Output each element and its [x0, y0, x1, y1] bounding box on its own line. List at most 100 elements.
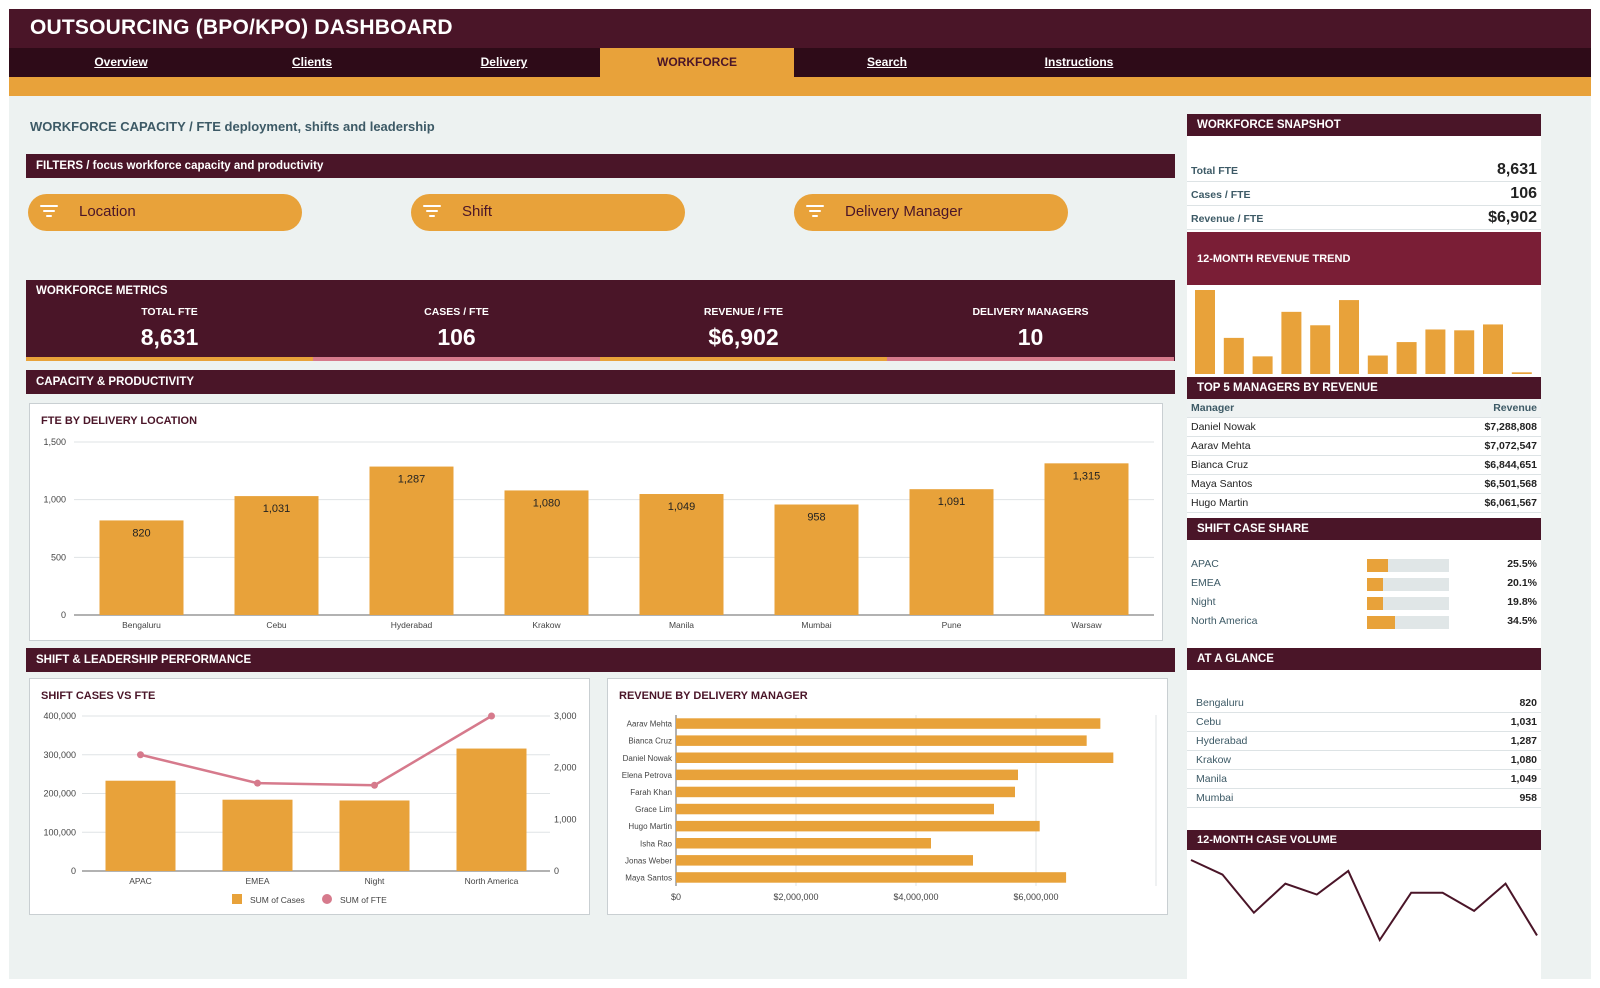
line-point	[371, 781, 378, 789]
y-tick-label: 500	[51, 552, 66, 562]
metric-total-fte: TOTAL FTE 8,631	[26, 280, 313, 361]
y-tick-label: 1,000	[43, 495, 66, 505]
series-line	[140, 714, 493, 787]
revenue-manager-chart: $0 $2,000,000 $4,000,000 $6,000,000 Aarav Me…	[622, 715, 1157, 902]
data-label: 1,091	[938, 496, 966, 508]
fte-location-chart: 1,500 1,000 500 0 820 Bengaluru 1,031 Cebu 1,287…	[43, 437, 1154, 630]
line-point	[488, 712, 495, 720]
bar	[676, 872, 1067, 883]
title-bar: OUTSOURCING (BPO/KPO) DASHBOARD	[9, 9, 1591, 48]
bar	[676, 718, 1101, 729]
y-tick-label: 0	[61, 610, 66, 620]
tab-search[interactable]: Search	[866, 55, 908, 69]
app-title: OUTSOURCING (BPO/KPO) DASHBOARD	[30, 16, 453, 39]
manager-name: Daniel Nowak	[1191, 421, 1256, 433]
metric-accent-bar	[600, 357, 887, 361]
shift-share-value: 25.5%	[1507, 558, 1537, 570]
shift-share-value: 20.1%	[1507, 577, 1537, 589]
glance-row: Krakow 1,080	[1187, 751, 1541, 770]
filter-icon	[423, 205, 441, 219]
metric-accent-bar	[313, 357, 600, 361]
share-bar-fill	[1367, 578, 1384, 591]
y-tick-label: Maya Santos	[625, 873, 672, 882]
tab-workforce[interactable]: WORKFORCE	[600, 48, 794, 77]
filter-shift[interactable]: Shift	[411, 194, 685, 231]
bar	[456, 748, 527, 871]
legend-swatch	[322, 894, 332, 904]
x-tick-label: Manila	[669, 620, 694, 630]
bar	[1339, 300, 1359, 374]
tab-clients[interactable]: Clients	[291, 55, 332, 69]
nav-accent-strip	[9, 77, 1591, 96]
tab-overview[interactable]: Overview	[94, 55, 148, 69]
metric-label: REVENUE / FTE	[703, 306, 784, 318]
x-tick-label: Mumbai	[801, 620, 831, 630]
snapshot-label: Revenue / FTE	[1191, 213, 1264, 225]
shift-cases-card: SHIFT CASES VS FTE 400,000 300,000 200,000…	[29, 678, 590, 915]
snapshot-row-revenue: Revenue / FTE $6,902	[1187, 206, 1541, 230]
filter-location[interactable]: Location	[28, 194, 302, 231]
bar	[234, 496, 319, 615]
metric-value: 106	[437, 324, 476, 350]
glance-row: Hyderabad 1,287	[1187, 732, 1541, 751]
filter-icon	[806, 205, 824, 219]
y-tick-label: Daniel Nowak	[623, 754, 673, 763]
data-label: 1,080	[533, 497, 561, 509]
bar	[676, 855, 973, 866]
bar	[1223, 337, 1244, 374]
share-bar-fill	[1367, 597, 1384, 610]
top-managers-header: TOP 5 MANAGERS BY REVENUE	[1187, 377, 1541, 399]
manager-name: Maya Santos	[1191, 478, 1253, 490]
snapshot-header: WORKFORCE SNAPSHOT	[1187, 114, 1541, 136]
bar	[504, 490, 589, 615]
data-label: 1,049	[668, 501, 696, 513]
bar	[1396, 342, 1417, 374]
snapshot-label: Total FTE	[1191, 165, 1239, 177]
bar	[676, 820, 1040, 832]
legend-swatch	[232, 894, 242, 904]
top-managers-column-headers: Manager Revenue	[1187, 399, 1541, 418]
glance-value: 958	[1519, 792, 1537, 804]
shift-share-value: 19.8%	[1507, 596, 1537, 608]
nav-bar: Overview Clients Delivery WORKFORCE Sear…	[9, 48, 1591, 77]
dashboard-app: OUTSOURCING (BPO/KPO) DASHBOARD Overview…	[9, 9, 1591, 979]
tab-instructions[interactable]: Instructions	[1044, 55, 1114, 69]
y2-tick-label: 2,000	[554, 763, 577, 773]
data-label: 1,315	[1073, 470, 1101, 482]
capacity-header: CAPACITY & PRODUCTIVITY	[26, 370, 1175, 394]
x-tick-label: Night	[365, 876, 385, 886]
filters-header: FILTERS / focus workforce capacity and p…	[26, 154, 1175, 178]
x-tick-label: $0	[671, 892, 681, 902]
glance-value: 820	[1519, 697, 1537, 709]
y2-tick-label: 1,000	[554, 814, 577, 824]
y-tick-label: Elena Petrova	[622, 771, 673, 780]
bar	[676, 803, 994, 815]
glance-location: Krakow	[1196, 754, 1232, 766]
line-point	[254, 779, 261, 787]
metric-label: TOTAL FTE	[141, 306, 198, 318]
shift-cases-chart: 400,000 300,000 200,000 100,000 0 3,000 2,000 1…	[43, 711, 577, 905]
y-tick-label: 0	[71, 866, 76, 876]
data-label: 820	[132, 527, 150, 539]
manager-name: Aarav Mehta	[1191, 440, 1251, 452]
snapshot-row-total-fte: Total FTE 8,631	[1187, 158, 1541, 182]
x-tick-label: $2,000,000	[773, 892, 818, 902]
table-row: Aarav Mehta $7,072,547	[1187, 437, 1541, 456]
col-revenue: Revenue	[1493, 402, 1537, 414]
bar	[639, 494, 724, 615]
right-sidebar: WORKFORCE SNAPSHOT Total FTE 8,631 Cases…	[1187, 114, 1541, 979]
col-manager: Manager	[1191, 402, 1235, 414]
shift-name: EMEA	[1191, 577, 1221, 589]
bar	[1044, 463, 1129, 615]
tab-delivery[interactable]: Delivery	[480, 55, 528, 69]
glance-header: AT A GLANCE	[1187, 648, 1541, 670]
glance-location: Mumbai	[1196, 792, 1234, 804]
bar	[774, 504, 859, 615]
revenue-trend-header: 12-MONTH REVENUE TREND	[1187, 232, 1541, 285]
snapshot-row-cases: Cases / FTE 106	[1187, 182, 1541, 206]
revenue-trend-chart	[1195, 290, 1532, 374]
chart-title: FTE BY DELIVERY LOCATION	[41, 415, 198, 427]
filter-delivery-manager[interactable]: Delivery Manager	[794, 194, 1068, 231]
shift-share-row: EMEA 20.1%	[1187, 574, 1541, 593]
x-tick-label: Pune	[942, 620, 962, 630]
